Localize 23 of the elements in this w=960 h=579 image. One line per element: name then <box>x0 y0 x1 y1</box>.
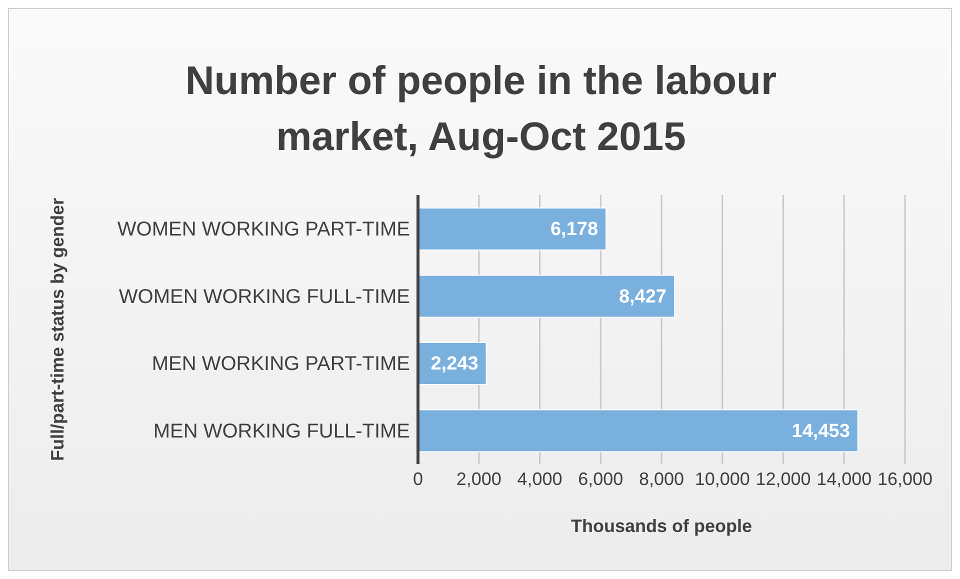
x-tick-label: 14,000 <box>816 468 872 489</box>
x-tick-label: 10,000 <box>694 468 750 489</box>
bar <box>418 409 858 452</box>
x-tick-label: 6,000 <box>578 468 624 489</box>
x-tick-label: 0 <box>412 468 424 489</box>
x-tick-label: 4,000 <box>517 468 562 489</box>
y-axis-title: Full/part-time status by gender <box>47 198 68 462</box>
data-label: 8,427 <box>618 286 666 308</box>
y-tick-label: MEN WORKING PART-TIME <box>152 353 410 376</box>
x-tick-label: 12,000 <box>756 468 811 489</box>
data-label: 2,243 <box>430 354 478 374</box>
y-tick-label: WOMEN WORKING PART-TIME <box>117 218 410 241</box>
data-label: 6,178 <box>550 219 598 240</box>
x-tick-label: 16,000 <box>877 468 933 489</box>
y-tick-label: MEN WORKING FULL-TIME <box>153 420 410 442</box>
x-tick-label: 8,000 <box>638 468 684 489</box>
y-tick-label: WOMEN WORKING FULL-TIME <box>118 286 410 308</box>
x-tick-label: 2,000 <box>456 468 502 489</box>
data-label: 14,453 <box>792 420 850 442</box>
chart-title: Number of people in the labour market, Aug-Oct 2015 <box>184 58 778 161</box>
x-axis-title: Thousands of people <box>570 516 752 536</box>
bar <box>418 274 675 318</box>
bar <box>418 208 607 250</box>
